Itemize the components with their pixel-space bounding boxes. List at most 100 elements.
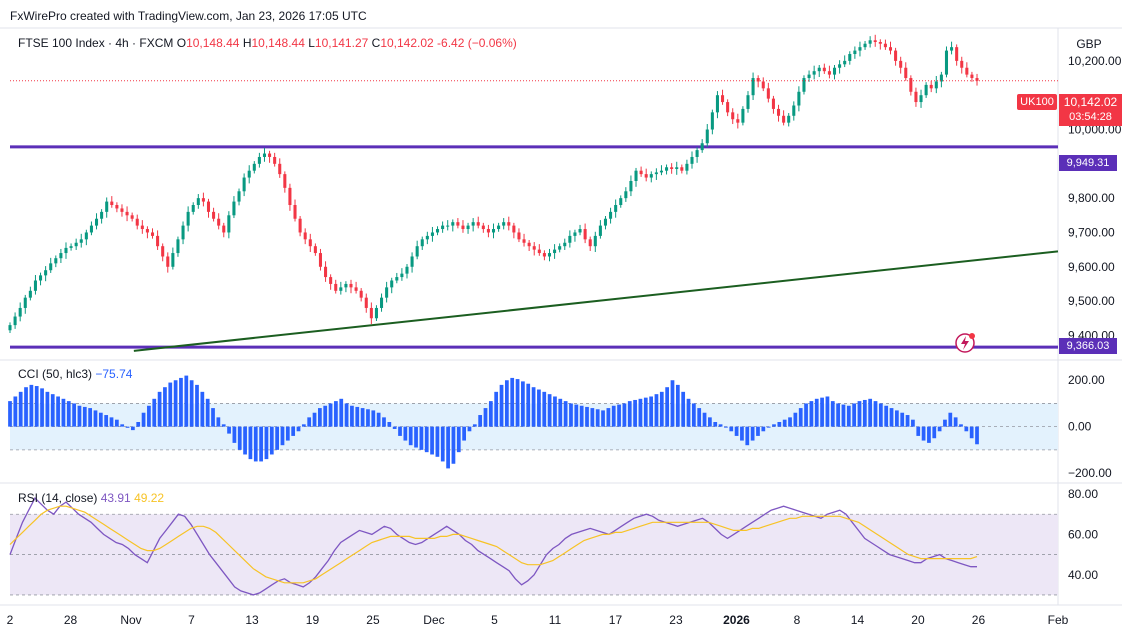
cci-bar <box>419 426 424 450</box>
candle-body <box>680 167 684 171</box>
cci-bar <box>40 388 44 427</box>
candle-body <box>792 105 796 116</box>
candle-body <box>273 156 277 164</box>
candle-body <box>532 246 536 250</box>
cci-bar <box>654 394 659 427</box>
cci-bar <box>558 398 563 427</box>
cci-bar <box>366 409 370 427</box>
candle-body <box>807 74 811 79</box>
cci-bar <box>371 410 376 427</box>
time-axis-tick: 25 <box>366 613 380 627</box>
rsi-label[interactable]: RSI (14, close) <box>18 491 98 505</box>
cci-bar <box>750 426 755 441</box>
close-value: 10,142.02 <box>380 36 434 50</box>
candle-body <box>965 67 969 75</box>
candle-body <box>130 215 134 219</box>
candle-body <box>588 239 592 247</box>
candle-body <box>278 163 282 175</box>
candle-body <box>914 91 918 103</box>
cci-bar <box>334 401 338 427</box>
cci-bar <box>387 422 392 427</box>
change-value: -6.42 (−0.06%) <box>437 36 517 50</box>
candle-body <box>558 246 562 250</box>
cci-bar <box>809 401 814 427</box>
candle-body <box>84 232 88 240</box>
candle-body <box>166 256 170 267</box>
cci-bar <box>943 419 947 427</box>
candle-body <box>156 235 160 247</box>
candle-body <box>634 170 638 181</box>
cci-bar <box>18 391 23 427</box>
candle-body <box>924 84 928 96</box>
cci-bar <box>494 391 499 427</box>
candle-body <box>832 67 837 75</box>
candle-body <box>441 225 445 230</box>
price-axis-tick: 9,700.00 <box>1068 225 1115 239</box>
candle-body <box>135 218 139 226</box>
candle-body <box>115 205 119 209</box>
price-axis-tick: 10,200.00 <box>1068 54 1122 68</box>
candle-body <box>934 81 938 89</box>
cci-bar <box>483 408 488 427</box>
candle-body <box>74 242 78 247</box>
cci-bar <box>216 417 221 427</box>
candle-body <box>690 156 694 164</box>
cci-bar <box>878 403 883 427</box>
cci-bar <box>846 405 851 427</box>
candle-body <box>746 95 750 109</box>
time-axis-tick: 7 <box>188 613 195 627</box>
cci-bar <box>275 426 280 450</box>
cci-bar <box>462 426 466 441</box>
symbol-label[interactable]: FTSE 100 Index · 4h · FXCM <box>18 36 174 50</box>
cci-bar <box>451 426 456 464</box>
candle-body <box>726 102 730 113</box>
currency-button[interactable]: GBP <box>1064 34 1114 54</box>
candle-body <box>13 316 17 326</box>
candle-body <box>120 208 124 212</box>
cci-bar <box>729 426 734 432</box>
cci-axis-tick: 0.00 <box>1068 420 1092 434</box>
candle-body <box>670 167 674 169</box>
cci-bar <box>740 426 744 441</box>
candle-body <box>497 225 501 230</box>
time-axis-tick: 19 <box>306 613 320 627</box>
level-tag-lower: 9,366.03 <box>1059 338 1117 354</box>
cci-bar <box>403 426 408 441</box>
candle-body <box>110 201 114 206</box>
cci-bar <box>622 403 627 427</box>
cci-label[interactable]: CCI (50, hlc3) <box>18 367 93 381</box>
cci-bar <box>163 387 167 427</box>
cci-bar <box>921 426 926 441</box>
cci-bar <box>93 410 98 427</box>
low-label: L <box>308 36 315 50</box>
cci-bar <box>964 426 969 432</box>
cci-bar <box>857 401 862 427</box>
candle-body <box>435 229 440 233</box>
candle-body <box>491 229 496 233</box>
cci-bar <box>29 384 34 427</box>
cci-bar <box>499 384 504 427</box>
cci-bar <box>569 403 573 427</box>
cci-bar <box>585 406 589 427</box>
cci-bar <box>916 426 921 436</box>
candle-body <box>374 307 378 319</box>
cci-bar <box>547 394 552 427</box>
candle-body <box>298 218 302 233</box>
cci-bar <box>264 426 269 460</box>
cci-bar <box>526 383 531 427</box>
candle-body <box>28 290 32 298</box>
cci-bar <box>633 399 637 427</box>
cci-bar <box>24 387 28 427</box>
cci-bar <box>649 396 653 427</box>
candle-body <box>94 218 99 226</box>
cci-bar <box>98 412 103 427</box>
cci-bar <box>911 419 915 427</box>
cci-bar <box>900 412 905 427</box>
candle-body <box>486 229 490 233</box>
candle-body <box>217 218 221 226</box>
cci-bar <box>537 389 541 427</box>
cci-bar <box>66 401 71 427</box>
cci-bar <box>205 398 210 427</box>
cci-bar <box>307 417 312 427</box>
